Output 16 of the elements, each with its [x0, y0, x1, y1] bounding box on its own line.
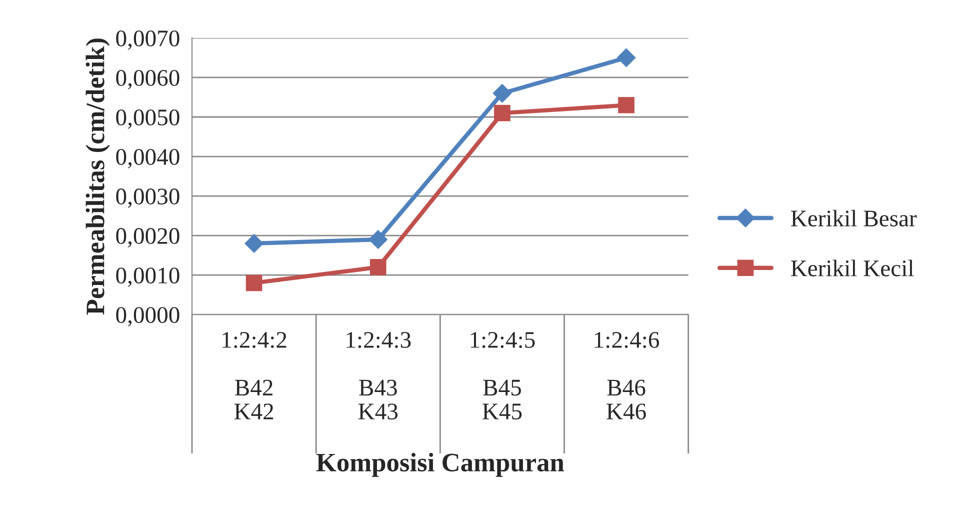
category-label: 1:2:4:5 B45 K45: [470, 332, 535, 420]
y-tick-label: 0,0070: [116, 30, 180, 50]
legend-label: Kerikil Kecil: [791, 260, 914, 276]
y-tick-label: 0,0040: [116, 149, 180, 168]
x-axis-title: Komposisi Campuran: [316, 452, 564, 477]
y-tick-label: 0,0050: [116, 109, 180, 129]
category-label: 1:2:4:6 B46 K46: [594, 332, 660, 420]
y-axis-title: Permeabilitas (cm/detik): [86, 38, 110, 315]
y-tick-label: 0,0030: [116, 188, 180, 208]
y-tick-label: 0,0000: [116, 307, 180, 326]
category-label: 1:2:4:3 B43 K43: [346, 332, 411, 420]
y-tick-label: 0,0010: [116, 268, 180, 287]
legend-label: Kerikil Besar: [791, 210, 917, 226]
category-label: 1:2:4:2 B42 K42: [222, 332, 286, 420]
y-tick-label: 0,0020: [116, 228, 180, 248]
y-tick-label: 0,0060: [116, 70, 180, 90]
